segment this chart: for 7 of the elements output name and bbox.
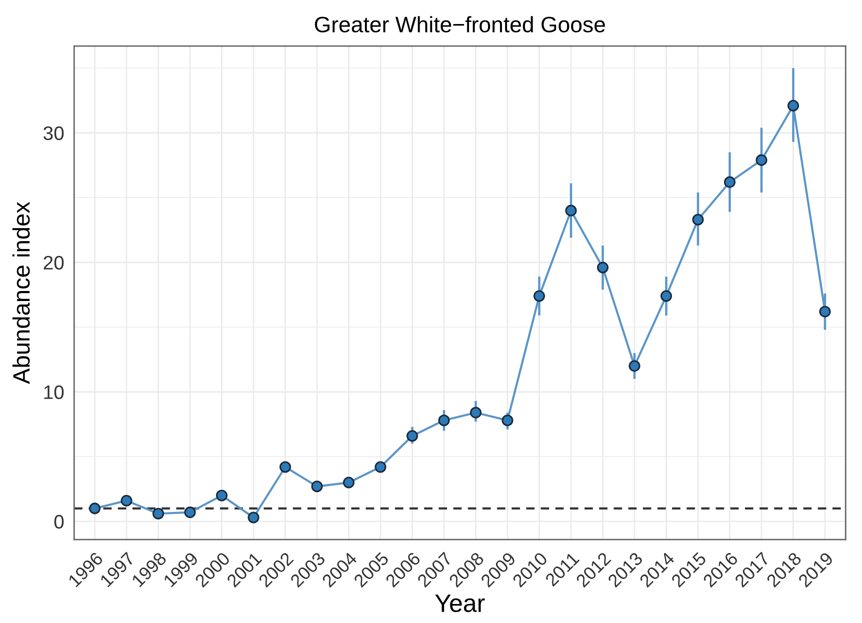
y-tick-label: 30 <box>44 126 64 140</box>
y-tick-label: 0 <box>54 514 64 529</box>
y-axis-title: Abundance index <box>12 202 30 384</box>
chart-title: Greater White−fronted Goose <box>314 16 605 32</box>
x-axis-title: Year <box>435 594 485 612</box>
y-tick-label: 10 <box>44 385 64 400</box>
y-tick-label: 20 <box>44 256 64 270</box>
